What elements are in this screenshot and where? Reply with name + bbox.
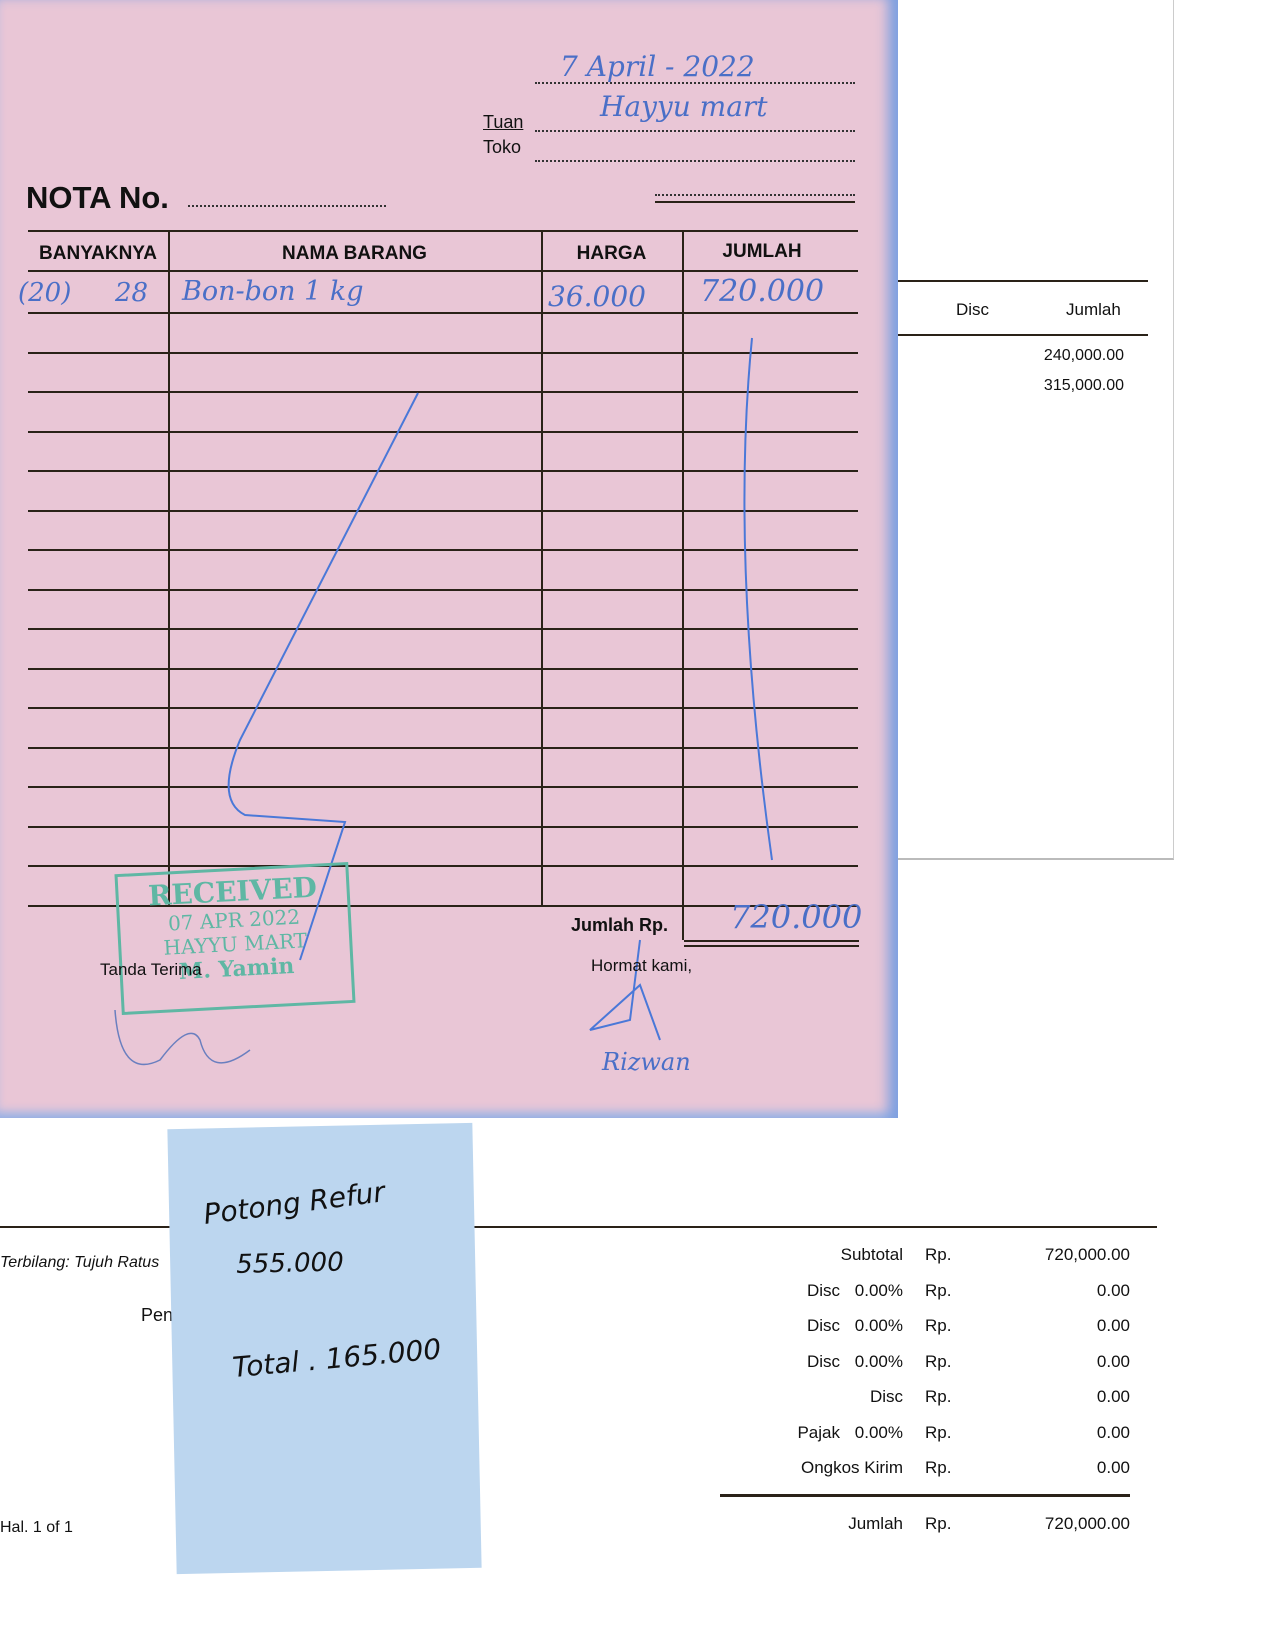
summary-pct: 0.00% (854, 1280, 903, 1300)
strike-lines (114, 337, 773, 1066)
table-column-rule (168, 230, 170, 905)
summary-value: 0.00 (1096, 1458, 1130, 1477)
summary-value: 0.00 (1096, 1422, 1130, 1442)
nota-title: NOTA No. (26, 180, 169, 215)
signer-name: Rizwan (602, 1048, 691, 1076)
header-banyaknya: BANYAKNYA (39, 243, 157, 264)
qty-old: (20) (18, 278, 72, 308)
table-column-rule (682, 230, 684, 940)
summary-label: Disc (806, 1316, 840, 1335)
summary-label: Subtotal (840, 1245, 903, 1264)
summary-pct: 0.00% (854, 1316, 903, 1335)
toko-label: Toko (483, 137, 522, 157)
table-rule (28, 312, 858, 314)
qty: 28 (115, 278, 149, 308)
table-rule (28, 270, 858, 272)
summary-label: Pajak (797, 1422, 840, 1442)
header-jumlah: JUMLAH (722, 241, 802, 262)
line-amount: 315,000.00 (1043, 377, 1124, 394)
customer-handwritten: Hayyu mart (600, 90, 768, 123)
summary-label: Ongkos Kirim (800, 1458, 903, 1477)
table-rule (28, 707, 858, 709)
header-harga: HARGA (576, 243, 647, 264)
summary-value: 0.00 (1096, 1316, 1130, 1335)
summary-pct: 0.00% (854, 1351, 903, 1371)
table-rule (28, 826, 858, 828)
summary-value: 720,000.00 (1044, 1245, 1130, 1264)
summary-cur: Rp. (925, 1422, 952, 1442)
sticky-line3: Total . 165.000 (231, 1332, 443, 1385)
summary-label: Disc (806, 1280, 840, 1300)
col-jumlah: Jumlah (1066, 300, 1121, 319)
table-rule (28, 391, 858, 393)
total-value: 720,000.00 (1044, 1514, 1130, 1533)
table-rule (28, 786, 858, 788)
summary-cur: Rp. (925, 1351, 952, 1371)
summary-value: 0.00 (1096, 1387, 1130, 1406)
table-rule (28, 230, 858, 232)
total-currency: Rp. (925, 1514, 952, 1533)
summary-value: 0.00 (1096, 1351, 1130, 1371)
summary-cur: Rp. (925, 1458, 952, 1477)
summary-label: Disc (869, 1387, 903, 1406)
table-rule (28, 549, 858, 551)
item-name: Bon-bon 1 kg (182, 276, 364, 307)
table-rule (28, 668, 858, 670)
sticky-line1: Potong Refur (201, 1175, 387, 1231)
col-disc: Disc (956, 300, 990, 319)
received-stamp: RECEIVED 07 APR 2022 HAYYU MART M. Yamin (114, 861, 356, 1016)
table-rule (28, 431, 858, 433)
item-amount: 720.000 (700, 274, 825, 309)
invoice-sheet-top: Disc Jumlah 240,000.00 315,000.00 (898, 0, 1174, 860)
date-handwritten: 7 April - 2022 (560, 50, 755, 83)
header-nama-barang: NAMA BARANG (282, 243, 427, 264)
summary-pct: 0.00% (854, 1422, 903, 1442)
regards-label: Hormat kami, (591, 956, 693, 975)
table-rule (28, 905, 858, 907)
total-label: Jumlah (848, 1514, 903, 1533)
summary-value: 0.00 (1096, 1280, 1130, 1300)
item-price: 36.000 (548, 280, 646, 313)
table-rule (28, 628, 858, 630)
received-label: Tanda Terima (100, 960, 202, 979)
terbilang: Terbilang: Tujuh Ratus (0, 1254, 160, 1271)
table-rule (28, 352, 858, 354)
summary-cur: Rp. (925, 1387, 952, 1406)
table-column-rule (541, 230, 543, 905)
page-number: Hal. 1 of 1 (0, 1519, 73, 1536)
table-rule (28, 865, 858, 867)
summary-cur: Rp. (925, 1245, 952, 1264)
nota-paper: 7 April - 2022 Hayyu mart Tuan Toko NOTA… (0, 0, 898, 1118)
total-label: Jumlah Rp. (571, 915, 669, 935)
table-rule (28, 510, 858, 512)
table-rule (28, 747, 858, 749)
tuan-label: Tuan (483, 112, 524, 132)
table-rule (28, 470, 858, 472)
table-rule (28, 589, 858, 591)
summary-cur: Rp. (925, 1316, 952, 1335)
line-amount: 240,000.00 (1043, 347, 1124, 364)
summary-cur: Rp. (925, 1280, 952, 1300)
sticky-line2: 555.000 (235, 1247, 345, 1280)
sticky-note: Potong Refur 555.000 Total . 165.000 (167, 1122, 482, 1575)
summary-label: Disc (806, 1351, 840, 1371)
total-handwritten: 720.000 (730, 898, 863, 936)
